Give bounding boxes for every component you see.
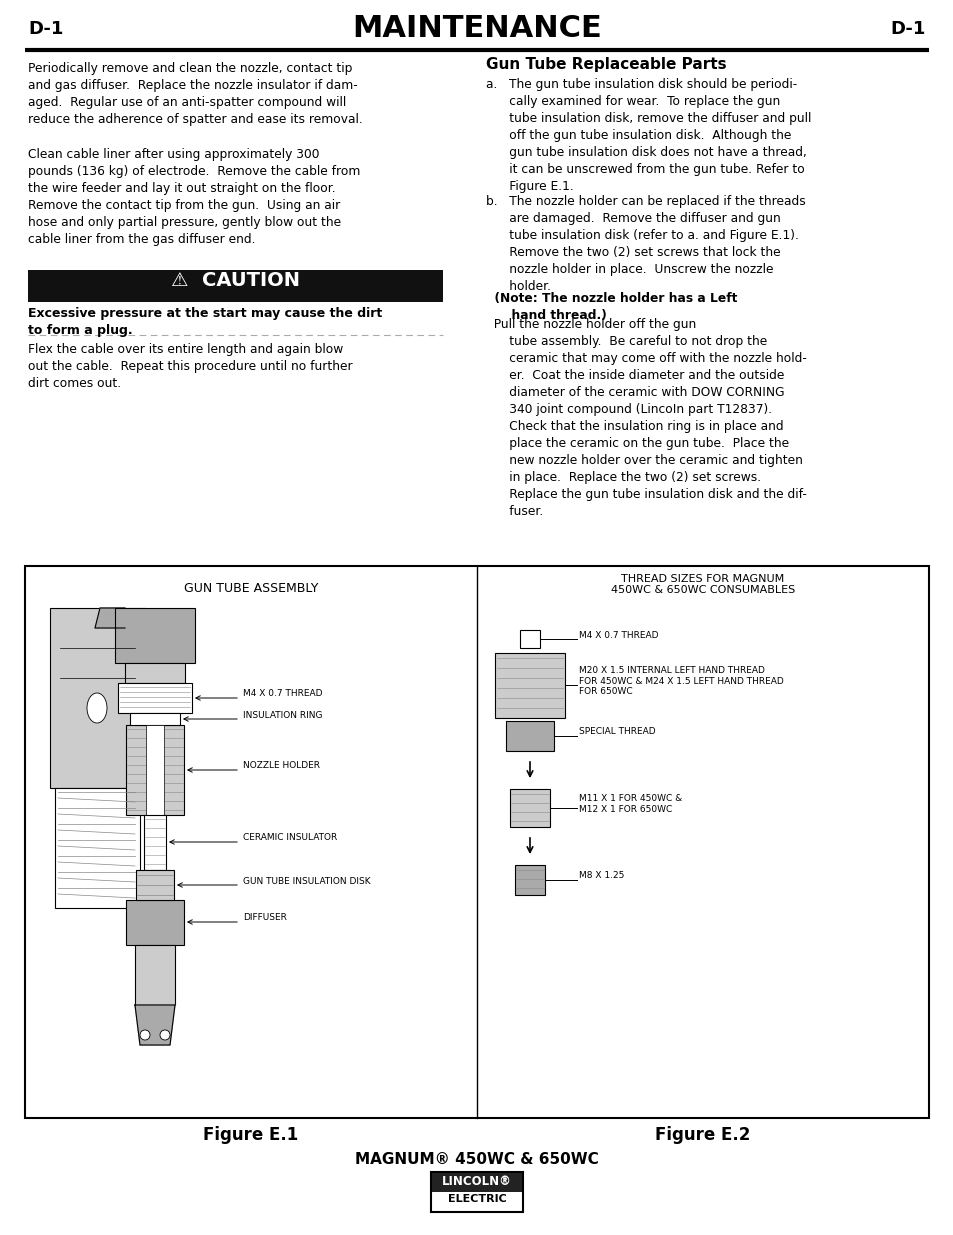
Bar [519,630,539,648]
Text: M20 X 1.5 INTERNAL LEFT HAND THREAD
FOR 450WC & M24 X 1.5 LEFT HAND THREAD
FOR 6: M20 X 1.5 INTERNAL LEFT HAND THREAD FOR … [578,666,783,695]
Text: Flex the cable over its entire length and again blow
out the cable.  Repeat this: Flex the cable over its entire length an… [28,343,353,390]
Bar [55,788,140,908]
Bar [146,725,164,815]
Bar [28,270,442,303]
Text: MAINTENANCE: MAINTENANCE [352,14,601,43]
Text: Pull the nozzle holder off the gun
      tube assembly.  Be careful to not drop : Pull the nozzle holder off the gun tube … [485,317,806,517]
Text: Gun Tube Replaceable Parts: Gun Tube Replaceable Parts [485,57,726,72]
Polygon shape [95,608,125,629]
Text: Figure E.1: Figure E.1 [203,1126,298,1144]
Text: 450WC & 650WC CONSUMABLES: 450WC & 650WC CONSUMABLES [610,585,794,595]
Text: INSULATION RING: INSULATION RING [243,710,322,720]
Text: GUN TUBE ASSEMBLY: GUN TUBE ASSEMBLY [184,582,318,595]
Bar [135,945,174,1005]
Text: GUN TUBE INSULATION DISK: GUN TUBE INSULATION DISK [243,877,370,885]
Bar [115,608,194,663]
Text: M11 X 1 FOR 450WC &
M12 X 1 FOR 650WC: M11 X 1 FOR 450WC & M12 X 1 FOR 650WC [578,794,681,814]
Text: ELECTRIC: ELECTRIC [447,1194,506,1204]
Bar [126,900,184,945]
Text: M8 X 1.25: M8 X 1.25 [578,872,623,881]
Bar [432,1173,521,1192]
Text: M4 X 0.7 THREAD: M4 X 0.7 THREAD [243,689,322,699]
Bar [125,663,185,683]
Text: D-1: D-1 [28,20,63,38]
Text: CERAMIC INSULATOR: CERAMIC INSULATOR [243,834,337,842]
Text: Periodically remove and clean the nozzle, contact tip
and gas diffuser.  Replace: Periodically remove and clean the nozzle… [28,62,362,126]
Text: (Note: The nozzle holder has a Left
      hand thread.): (Note: The nozzle holder has a Left hand… [485,291,737,322]
Text: D-1: D-1 [890,20,925,38]
Bar [50,608,145,788]
Bar [126,725,184,815]
Text: MAGNUM® 450WC & 650WC: MAGNUM® 450WC & 650WC [355,1152,598,1167]
Bar [118,683,192,713]
Bar [431,1172,522,1212]
Text: SPECIAL THREAD: SPECIAL THREAD [578,727,655,736]
Bar [136,869,173,900]
Bar [144,815,166,869]
Text: THREAD SIZES FOR MAGNUM: THREAD SIZES FOR MAGNUM [620,574,783,584]
Circle shape [140,1030,150,1040]
Bar [495,653,564,718]
Bar [130,713,180,725]
Text: LINCOLN®: LINCOLN® [441,1174,512,1188]
Bar [505,721,554,751]
Bar [25,566,928,1118]
Ellipse shape [87,693,107,722]
Text: ⚠  CAUTION: ⚠ CAUTION [171,270,299,290]
Text: a.   The gun tube insulation disk should be periodi-
      cally examined for we: a. The gun tube insulation disk should b… [485,78,810,193]
Text: NOZZLE HOLDER: NOZZLE HOLDER [243,762,319,771]
Bar [515,864,544,895]
Polygon shape [135,1005,174,1045]
Bar [510,789,550,827]
Text: Figure E.2: Figure E.2 [655,1126,750,1144]
Text: DIFFUSER: DIFFUSER [243,914,287,923]
Text: Excessive pressure at the start may cause the dirt
to form a plug.: Excessive pressure at the start may caus… [28,308,382,337]
Text: M4 X 0.7 THREAD: M4 X 0.7 THREAD [578,631,658,640]
Text: Clean cable liner after using approximately 300
pounds (136 kg) of electrode.  R: Clean cable liner after using approximat… [28,148,360,246]
Circle shape [160,1030,170,1040]
Text: b.   The nozzle holder can be replaced if the threads
      are damaged.  Remove: b. The nozzle holder can be replaced if … [485,195,805,293]
